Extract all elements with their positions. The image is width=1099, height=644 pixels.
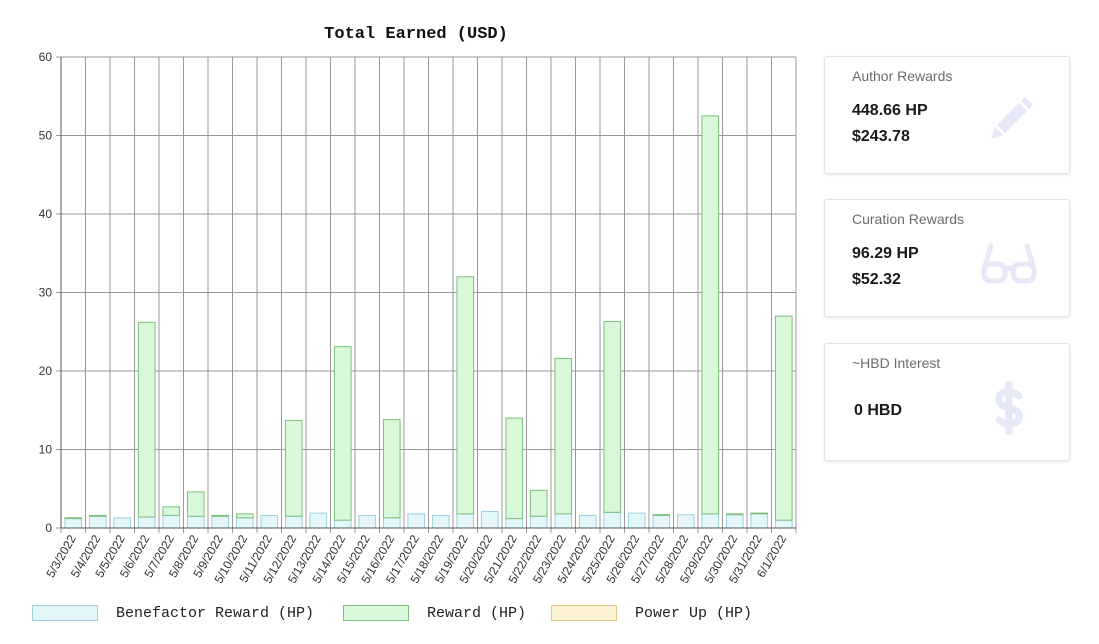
bar-benefactor[interactable]: [578, 514, 597, 529]
y-tick-label: 40: [39, 207, 53, 221]
bar-benefactor[interactable]: [603, 511, 622, 529]
bar-benefactor[interactable]: [333, 519, 352, 529]
bar-reward[interactable]: [88, 514, 107, 517]
bar-benefactor[interactable]: [554, 513, 573, 529]
legend-label-power-up: Power Up (HP): [635, 604, 753, 622]
bar-reward[interactable]: [554, 357, 573, 515]
author-rewards-card: Author Rewards 448.66 HP $243.78: [824, 56, 1070, 174]
bar-reward[interactable]: [235, 513, 254, 519]
bar-benefactor[interactable]: [64, 518, 83, 529]
y-tick-label: 30: [39, 286, 53, 300]
bar-benefactor[interactable]: [358, 514, 377, 529]
legend-item-power-up[interactable]: Power Up (HP): [551, 603, 752, 623]
bar-reward[interactable]: [186, 491, 205, 517]
bar-benefactor[interactable]: [480, 511, 499, 529]
y-tick-label: 10: [39, 443, 53, 457]
bar-benefactor[interactable]: [235, 517, 254, 529]
y-tick-label: 60: [39, 50, 53, 64]
bar-reward[interactable]: [652, 514, 671, 516]
bar-reward[interactable]: [137, 321, 156, 518]
hbd-interest-title: ~HBD Interest: [852, 355, 941, 371]
curation-rewards-usd: $52.32: [852, 271, 901, 288]
bar-benefactor[interactable]: [701, 513, 720, 529]
legend-item-benefactor[interactable]: Benefactor Reward (HP): [32, 603, 314, 623]
bar-benefactor[interactable]: [186, 515, 205, 529]
bar-benefactor[interactable]: [407, 513, 426, 529]
bar-benefactor[interactable]: [676, 514, 695, 529]
bar-benefactor[interactable]: [725, 514, 744, 529]
bar-benefactor[interactable]: [162, 514, 181, 529]
bar-benefactor[interactable]: [431, 514, 450, 529]
bar-reward[interactable]: [456, 276, 475, 515]
chart-title: Total Earned (USD): [324, 25, 508, 44]
bar-reward[interactable]: [211, 514, 230, 517]
bar-reward[interactable]: [333, 346, 352, 521]
bar-benefactor[interactable]: [284, 515, 303, 529]
bar-benefactor[interactable]: [750, 513, 769, 529]
legend-label-benefactor: Benefactor Reward (HP): [116, 604, 315, 622]
bar-reward[interactable]: [505, 417, 524, 520]
bar-reward[interactable]: [284, 419, 303, 517]
bar-benefactor[interactable]: [505, 518, 524, 529]
bar-benefactor[interactable]: [88, 515, 107, 529]
legend-label-reward: Reward (HP): [427, 604, 527, 622]
legend-swatch-power-up: [551, 605, 617, 621]
bar-benefactor[interactable]: [774, 519, 793, 529]
legend-swatch-reward: [343, 605, 409, 621]
chart-svg: Total Earned (USD) 01020304050605/3/2022…: [39, 25, 797, 586]
bar-benefactor[interactable]: [260, 514, 279, 529]
author-rewards-usd: $243.78: [852, 128, 910, 145]
curation-rewards-title: Curation Rewards: [852, 211, 965, 227]
earnings-chart: Total Earned (USD) 0 10 20 30 40 50 60 5/3/2022…: [32, 25, 812, 629]
bar-benefactor[interactable]: [113, 517, 132, 529]
y-tick-label: 20: [39, 364, 53, 378]
bar-reward[interactable]: [162, 506, 181, 516]
bar-benefactor[interactable]: [137, 516, 156, 529]
bar-reward[interactable]: [750, 512, 769, 515]
author-rewards-hp: 448.66 HP: [852, 102, 928, 119]
glasses-icon: [981, 243, 1037, 284]
legend-swatch-benefactor: [32, 605, 98, 621]
bar-reward[interactable]: [774, 315, 793, 521]
bar-benefactor[interactable]: [382, 517, 401, 529]
bar-reward[interactable]: [725, 513, 744, 516]
bar-reward[interactable]: [64, 517, 83, 520]
hbd-interest-card: ~HBD Interest 0 HBD: [824, 343, 1070, 461]
bar-benefactor[interactable]: [211, 515, 230, 529]
author-rewards-title: Author Rewards: [852, 68, 953, 84]
y-tick-label: 50: [39, 129, 53, 143]
dollar-icon: [994, 380, 1024, 436]
chart-legend: Benefactor Reward (HP) Reward (HP) Power…: [32, 603, 812, 629]
bar-reward[interactable]: [701, 115, 720, 515]
y-tick-label: 0: [45, 521, 52, 535]
hbd-interest-value: 0 HBD: [854, 402, 903, 419]
bar-benefactor[interactable]: [529, 515, 548, 529]
bar-benefactor[interactable]: [652, 514, 671, 529]
bar-reward[interactable]: [529, 489, 548, 517]
bar-benefactor[interactable]: [456, 513, 475, 529]
bar-reward[interactable]: [382, 419, 401, 519]
pencil-icon: [991, 97, 1033, 139]
bar-reward[interactable]: [603, 321, 622, 513]
bar-benefactor[interactable]: [627, 512, 646, 529]
legend-item-reward[interactable]: Reward (HP): [343, 603, 526, 623]
bar-benefactor[interactable]: [309, 512, 328, 529]
curation-rewards-hp: 96.29 HP: [852, 245, 919, 262]
curation-rewards-card: Curation Rewards 96.29 HP $52.32: [824, 199, 1070, 317]
